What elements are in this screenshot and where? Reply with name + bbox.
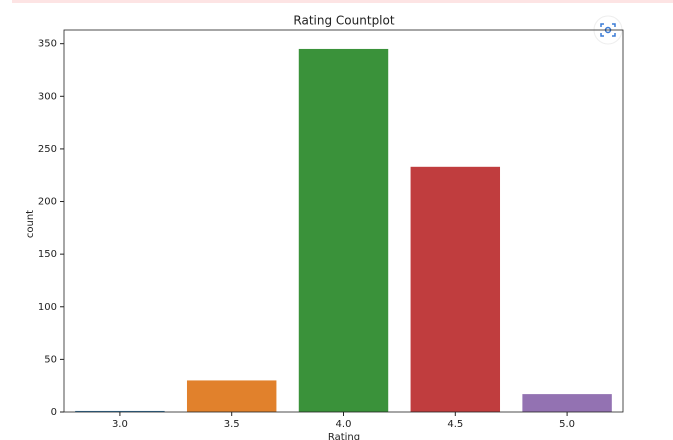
bar: [298, 48, 389, 413]
y-axis-label: count: [25, 210, 36, 238]
y-tick-label: 300: [38, 91, 57, 102]
y-tick-label: 350: [38, 39, 57, 50]
x-tick-label: 5.0: [559, 419, 575, 430]
x-tick-label: 3.5: [224, 419, 240, 430]
y-tick-label: 0: [51, 407, 57, 418]
y-tick-label: 50: [44, 354, 57, 365]
x-tick-label: 4.0: [336, 419, 352, 430]
bar: [522, 394, 612, 412]
y-tick-label: 250: [38, 144, 57, 155]
x-tick-label: 3.0: [112, 419, 128, 430]
y-tick-label: 150: [38, 249, 57, 260]
button-icon: [600, 23, 616, 37]
notice-strip: [12, 0, 673, 3]
bar: [410, 166, 501, 412]
plot-frame: [63, 29, 624, 413]
x-axis-label: Rating: [328, 432, 360, 440]
bar: [186, 380, 277, 412]
chart-title: Rating Countplot: [293, 14, 394, 28]
bar: [75, 410, 165, 412]
x-tick-label: 4.5: [447, 419, 463, 430]
y-tick-label: 100: [38, 302, 57, 313]
y-tick-label: 200: [38, 197, 57, 208]
